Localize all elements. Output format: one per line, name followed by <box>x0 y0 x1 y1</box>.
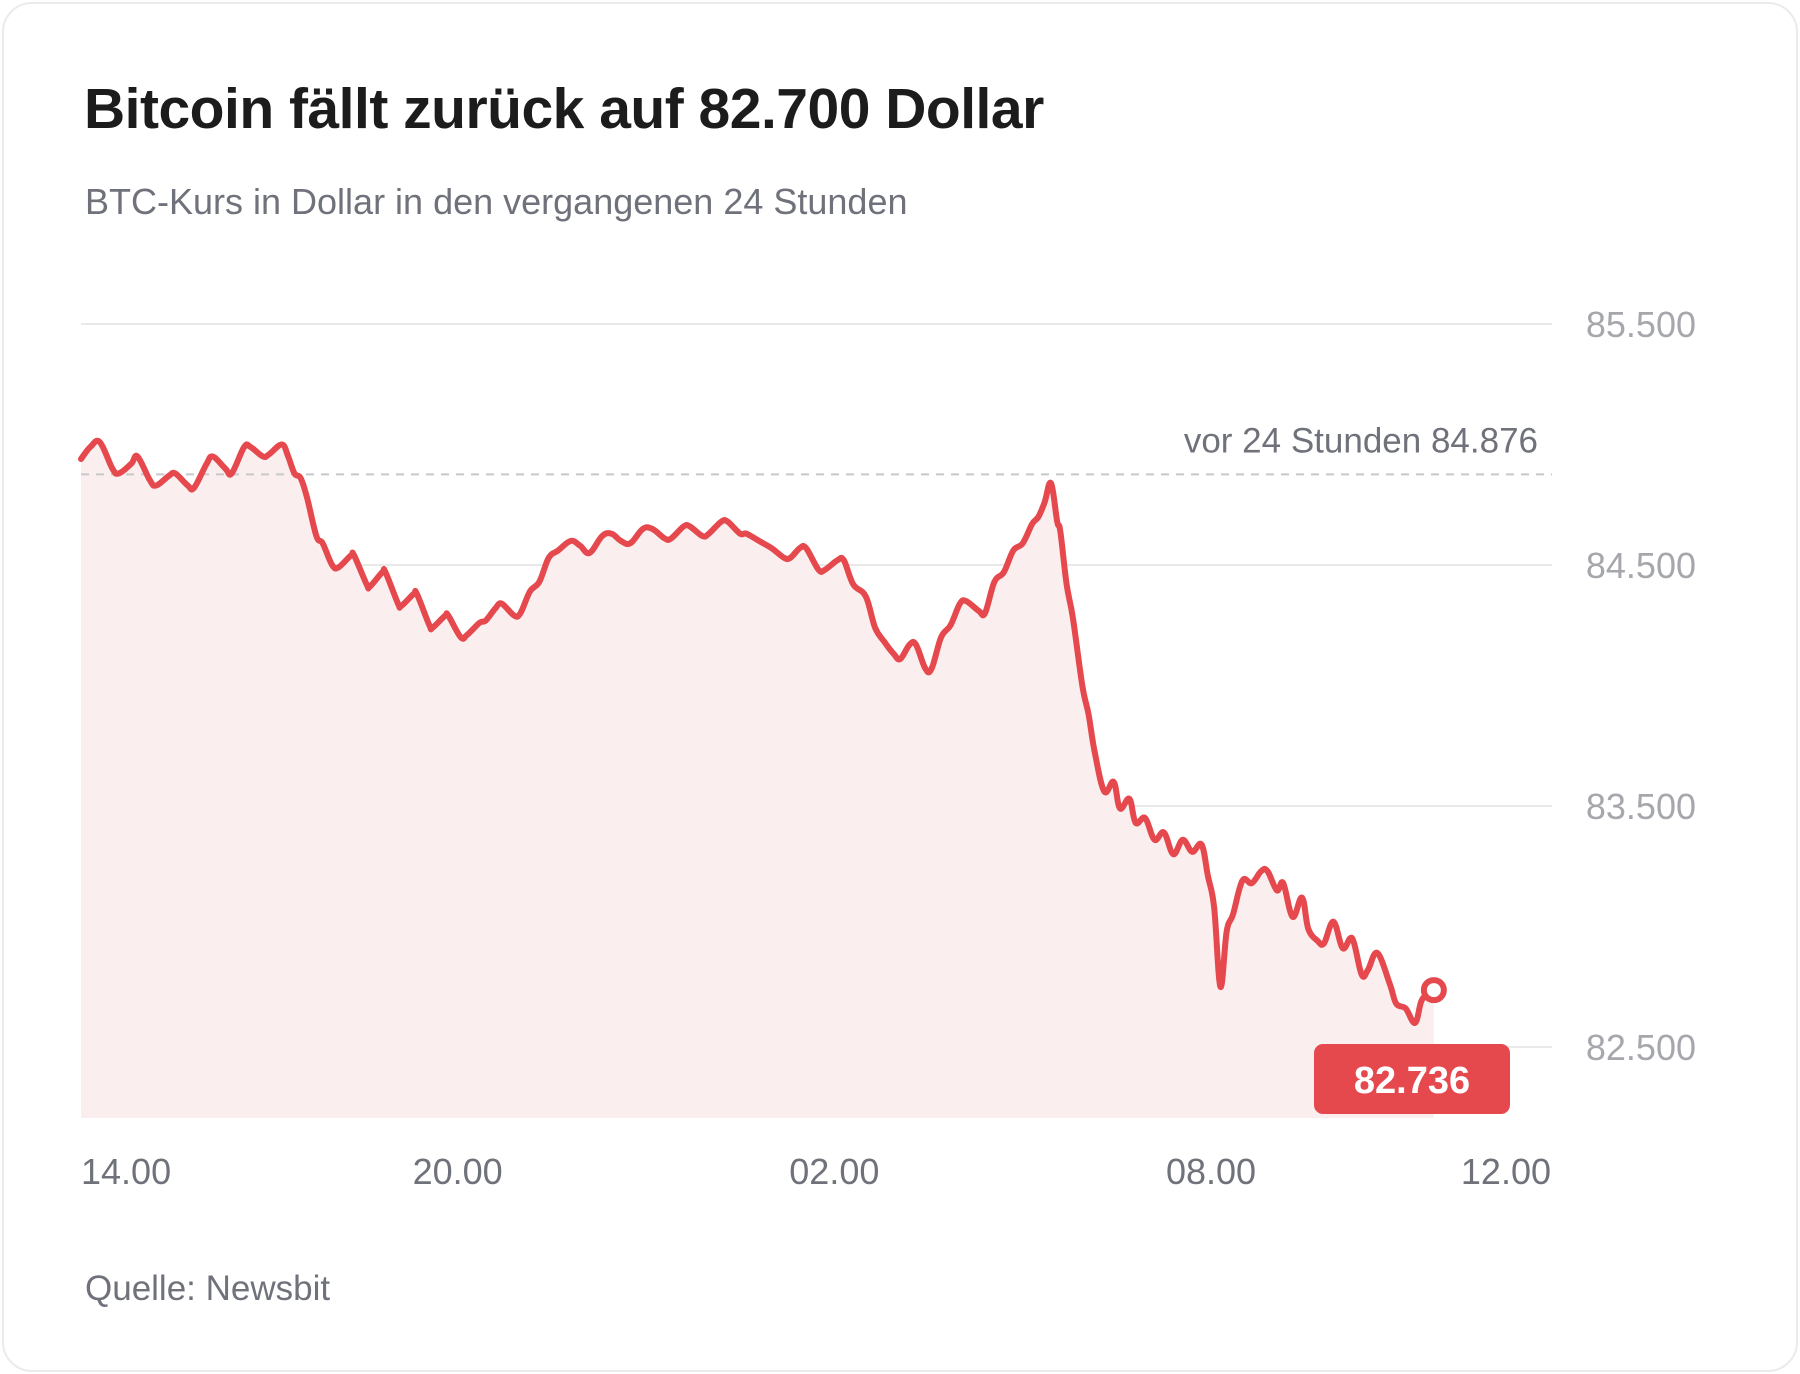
last-price-badge <box>1314 1044 1510 1114</box>
last-price-label: 82.736 <box>1354 1060 1470 1102</box>
reference-label: vor 24 Stunden 84.876 <box>1184 421 1538 460</box>
x-tick-label: 02.00 <box>789 1151 879 1192</box>
price-area <box>81 440 1434 1118</box>
last-price-marker <box>1420 977 1447 1004</box>
y-tick-label: 82.500 <box>1586 1027 1696 1068</box>
source-note: Quelle: Newsbit <box>85 1269 331 1308</box>
x-tick-label: 20.00 <box>413 1151 503 1192</box>
x-tick-label: 08.00 <box>1166 1151 1256 1192</box>
chart-title: Bitcoin fällt zurück auf 82.700 Dollar <box>84 77 1044 141</box>
x-tick-label: 12.00 <box>1461 1151 1551 1192</box>
y-tick-label: 83.500 <box>1586 786 1696 827</box>
x-tick-label: 14.00 <box>81 1151 171 1192</box>
price-line <box>78 437 1437 1026</box>
chart-subtitle: BTC-Kurs in Dollar in den vergangenen 24… <box>85 181 908 222</box>
y-tick-label: 85.500 <box>1586 304 1696 345</box>
y-tick-label: 84.500 <box>1586 545 1696 586</box>
